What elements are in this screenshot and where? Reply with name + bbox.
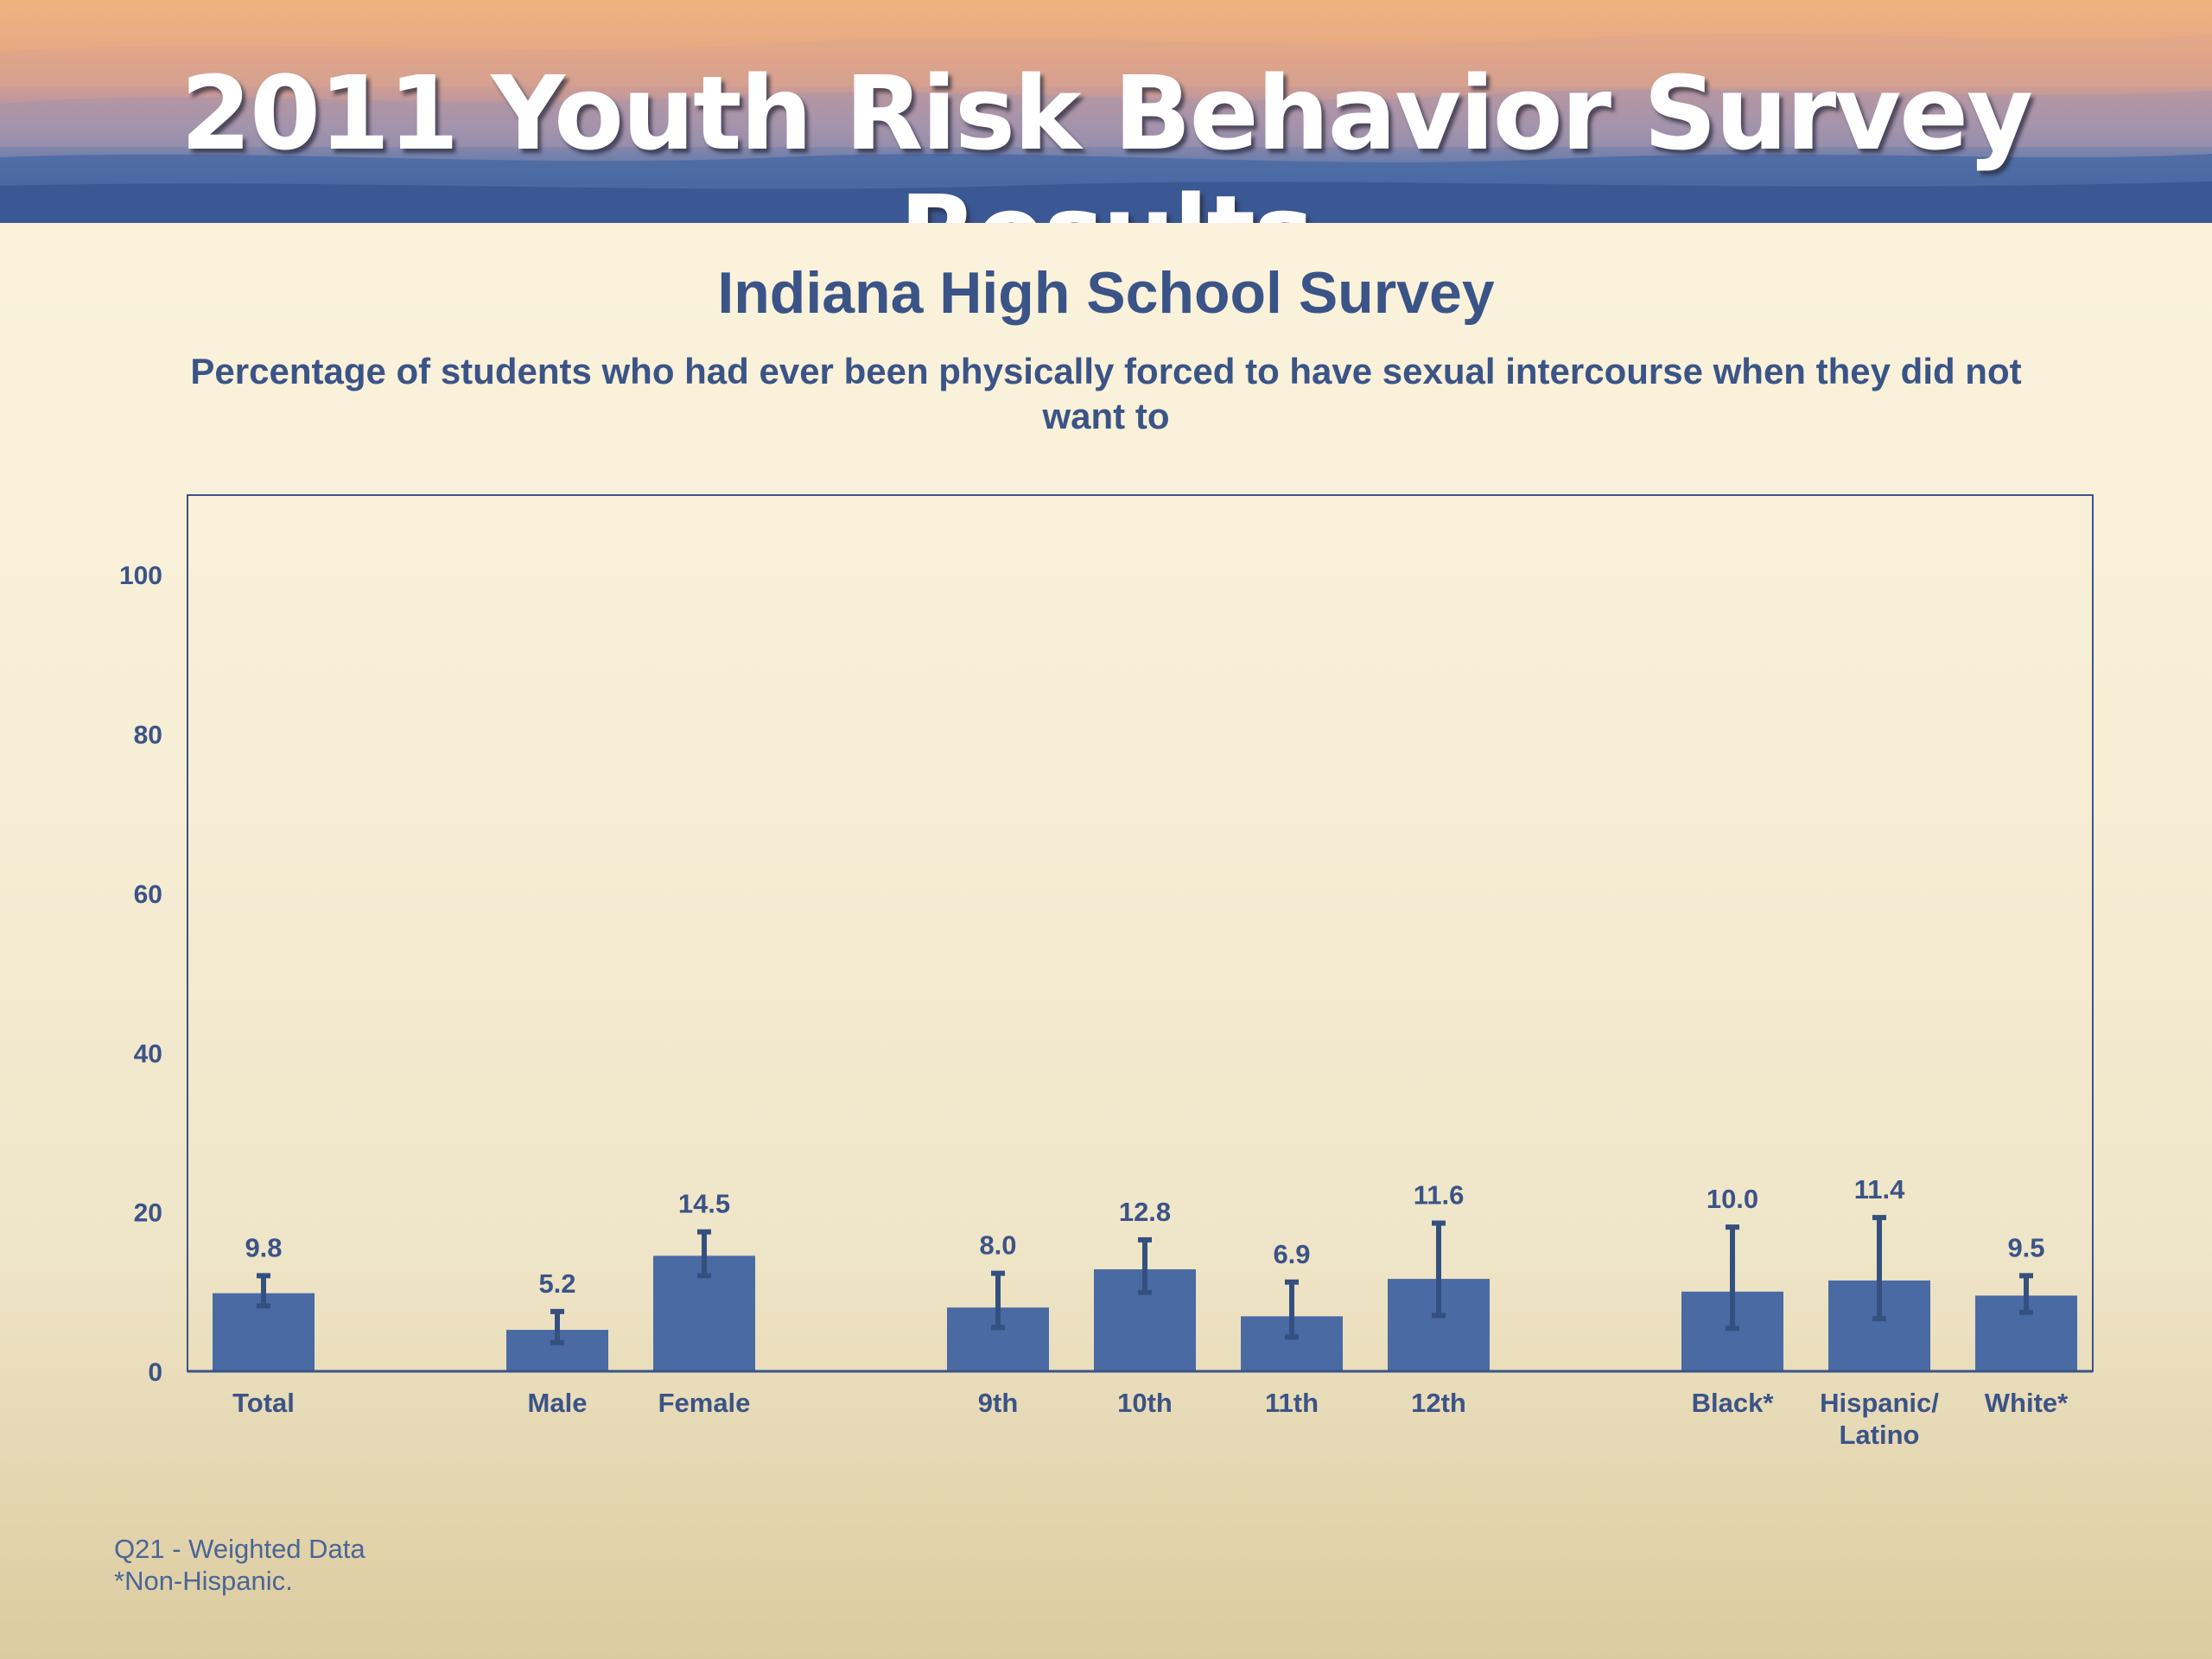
data-label: 8.0	[979, 1230, 1016, 1261]
y-tick-label: 40	[134, 1039, 162, 1068]
x-tick-label: 11th	[1265, 1388, 1319, 1418]
chart-subtitle: Percentage of students who had ever been…	[190, 351, 2022, 436]
footnote-source: Q21 - Weighted Data	[114, 1534, 365, 1564]
y-tick-label: 100	[119, 562, 162, 590]
y-tick-label: 60	[134, 880, 162, 909]
data-label: 5.2	[538, 1268, 575, 1299]
y-tick-label: 20	[134, 1199, 162, 1228]
x-tick-label: 12th	[1411, 1388, 1466, 1418]
data-label: 9.5	[2007, 1232, 2044, 1262]
mountain-ridges-decoration	[0, 34, 2212, 223]
footnote-non-hispanic: *Non-Hispanic.	[114, 1566, 293, 1596]
x-tick-label: Total	[232, 1388, 295, 1418]
x-tick-label: 9th	[978, 1388, 1019, 1418]
banner-title: 2011 Youth Risk Behavior Survey Results	[180, 54, 2033, 223]
x-tick-label: Male	[528, 1388, 588, 1418]
x-tick-label: 10th	[1117, 1388, 1173, 1418]
data-label: 14.5	[678, 1189, 730, 1219]
x-tick-label: Black*	[1692, 1388, 1775, 1418]
y-tick-label: 0	[148, 1358, 162, 1387]
x-tick-label: Hispanic/Latino	[1820, 1388, 1939, 1450]
x-tick-label: White*	[1985, 1388, 2069, 1418]
data-label: 12.8	[1119, 1197, 1171, 1227]
data-label: 11.6	[1414, 1180, 1465, 1211]
data-label: 9.8	[245, 1232, 282, 1262]
data-label: 10.0	[1707, 1184, 1758, 1214]
data-label: 11.4	[1854, 1174, 1905, 1205]
chart-title: Indiana High School Survey	[717, 260, 1495, 326]
data-label: 6.9	[1273, 1239, 1310, 1269]
footnotes: Q21 - Weighted Data *Non-Hispanic.	[114, 1533, 365, 1597]
x-tick-label: Female	[658, 1388, 751, 1418]
y-tick-label: 80	[134, 721, 162, 750]
header-banner: 2011 Youth Risk Behavior Survey Results	[0, 0, 2212, 223]
